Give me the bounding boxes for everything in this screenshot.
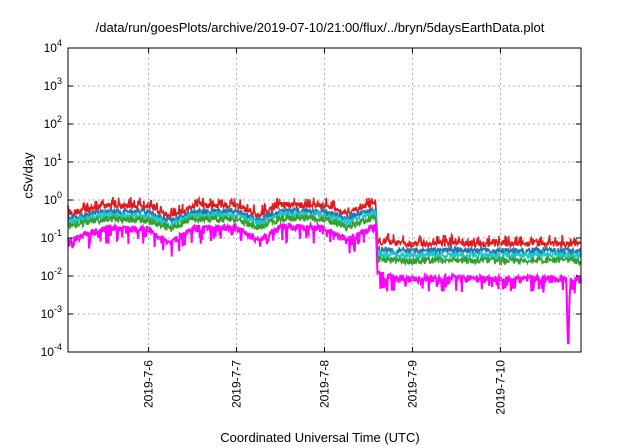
y-tick-label: 102 <box>44 114 62 131</box>
y-axis-label: cSv/day <box>20 152 36 199</box>
y-tick-label: 10-4 <box>41 342 62 359</box>
chart-title: /data/run/goesPlots/archive/2019-07-10/2… <box>95 20 545 35</box>
y-tick-label: 10-2 <box>41 266 62 283</box>
y-tick-label: 10-3 <box>41 304 62 321</box>
y-tick-label: 104 <box>44 38 62 55</box>
x-tick-label: 2019-7-6 <box>142 360 156 408</box>
y-tick-label: 10-1 <box>41 228 62 245</box>
x-tick-label: 2019-7-7 <box>230 360 244 408</box>
series-line <box>67 208 582 262</box>
x-tick-label: 2019-7-10 <box>493 360 507 415</box>
grid <box>68 47 581 353</box>
series-line <box>67 212 582 267</box>
x-tick-label: 2019-7-8 <box>318 360 332 408</box>
x-axis-label: Coordinated Universal Time (UTC) <box>220 430 420 445</box>
y-tick-label: 103 <box>44 76 62 93</box>
y-tick-label: 100 <box>44 190 62 207</box>
x-tick-label: 2019-7-9 <box>405 360 419 408</box>
y-tick-label: 101 <box>44 152 62 169</box>
